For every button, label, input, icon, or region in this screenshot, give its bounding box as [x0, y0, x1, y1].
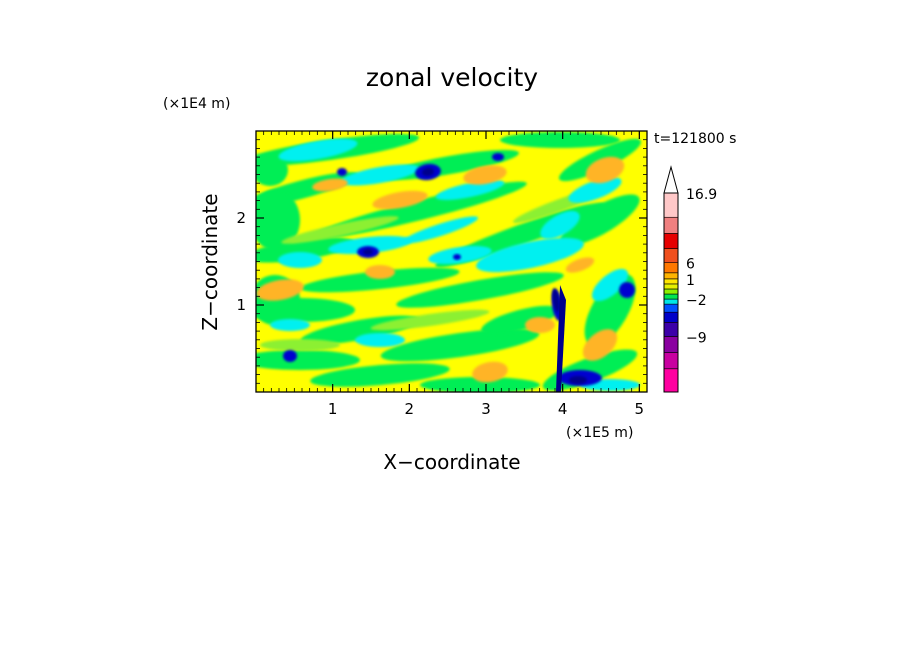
colorbar-band	[663, 303, 679, 313]
field-blob	[476, 237, 584, 273]
field-blob	[582, 329, 618, 361]
time-label: t=121800 s	[654, 131, 736, 147]
field-blob	[568, 177, 622, 203]
x-unit-label: (×1E5 m)	[566, 425, 633, 441]
field-blob	[278, 252, 322, 268]
field-blob	[372, 190, 428, 210]
field-blob	[370, 309, 490, 331]
heatmap-field	[256, 131, 647, 392]
field-blob	[363, 249, 373, 255]
colorbar-band	[663, 283, 679, 290]
colorbar-band	[663, 278, 679, 285]
field-blob	[569, 376, 587, 384]
colorbar-band	[663, 248, 679, 264]
colorbar-band	[663, 233, 679, 249]
field-blob	[396, 272, 564, 308]
field-blob	[420, 377, 540, 392]
field-blob	[585, 156, 625, 184]
x-tick-label: 2	[405, 400, 415, 418]
field-blob	[428, 245, 492, 265]
field-blob	[270, 319, 310, 331]
colorbar-band	[663, 192, 679, 218]
field-blob	[365, 265, 395, 279]
field-layer-dark-blue	[363, 167, 587, 384]
colorbar-band	[663, 262, 679, 274]
field-blob	[256, 154, 288, 186]
field-blob	[278, 138, 358, 162]
field-blob	[500, 132, 620, 148]
y-tick-label: 2	[236, 209, 246, 227]
field-blob	[463, 165, 507, 185]
field-blob	[435, 180, 505, 200]
y-axis: 12	[236, 139, 647, 384]
colorbar: 16.9 61 −2 −9	[663, 165, 717, 393]
field-blobs	[256, 132, 642, 392]
field-blob	[525, 317, 555, 333]
field-blob	[328, 235, 412, 255]
field-blob	[540, 211, 580, 239]
field-blob	[256, 190, 300, 250]
colorbar-band	[663, 368, 679, 393]
colorbar-band	[663, 216, 679, 234]
chart-title: zonal velocity	[366, 63, 538, 92]
colorbar-label: 1	[686, 273, 695, 289]
field-blob	[312, 178, 348, 192]
x-tick-label: 3	[481, 400, 491, 418]
field-blob	[281, 216, 399, 244]
field-blob	[300, 267, 460, 293]
colorbar-label: 6	[686, 257, 695, 273]
field-blob	[591, 268, 629, 302]
field-blob	[422, 167, 434, 177]
field-blob	[481, 305, 559, 335]
x-axis-title: X−coordinate	[383, 450, 520, 474]
field-blob	[401, 216, 479, 244]
x-axis: 1 2 3 4 5	[263, 131, 648, 418]
colorbar-frame	[663, 192, 679, 393]
colorbar-bands	[663, 192, 679, 393]
x-tick-label: 5	[635, 400, 645, 418]
field-blob	[337, 168, 347, 176]
field-layer-cyan	[270, 138, 640, 391]
field-blob	[355, 333, 405, 347]
field-blob	[552, 288, 560, 312]
y-unit-label: (×1E4 m)	[163, 96, 230, 112]
colorbar-label: −2	[686, 293, 707, 309]
field-blob	[340, 164, 420, 186]
field-blob	[472, 361, 508, 383]
x-tick-label: 1	[328, 400, 338, 418]
field-blob	[619, 282, 635, 298]
field-front-line	[556, 285, 566, 392]
colorbar-label: 16.9	[686, 187, 717, 203]
field-blob	[453, 254, 461, 260]
field-blob	[260, 339, 340, 351]
colorbar-band	[663, 293, 679, 300]
field-blob	[256, 279, 304, 301]
colorbar-band	[663, 298, 679, 305]
field-blob	[380, 328, 540, 362]
field-blob	[310, 363, 450, 387]
colorbar-labels: 16.9 61 −2 −9	[686, 187, 717, 346]
field-blob	[256, 237, 355, 263]
field-layer-orange	[256, 156, 625, 383]
y-axis-title: Z−coordinate	[198, 193, 222, 330]
colorbar-label: −9	[686, 330, 707, 346]
field-blob	[560, 194, 640, 246]
field-blob	[492, 153, 504, 161]
field-blob	[565, 257, 595, 273]
colorbar-band	[663, 288, 679, 295]
colorbar-band	[663, 352, 679, 370]
colorbar-band	[663, 311, 679, 323]
colorbar-band	[663, 272, 679, 280]
field-blob	[256, 350, 360, 370]
x-tick-label: 4	[558, 400, 568, 418]
y-tick-label: 1	[236, 296, 246, 314]
field-blob	[283, 350, 297, 362]
colorbar-band	[663, 321, 679, 337]
colorbar-arrow-tip	[663, 165, 679, 194]
colorbar-band	[663, 336, 679, 353]
